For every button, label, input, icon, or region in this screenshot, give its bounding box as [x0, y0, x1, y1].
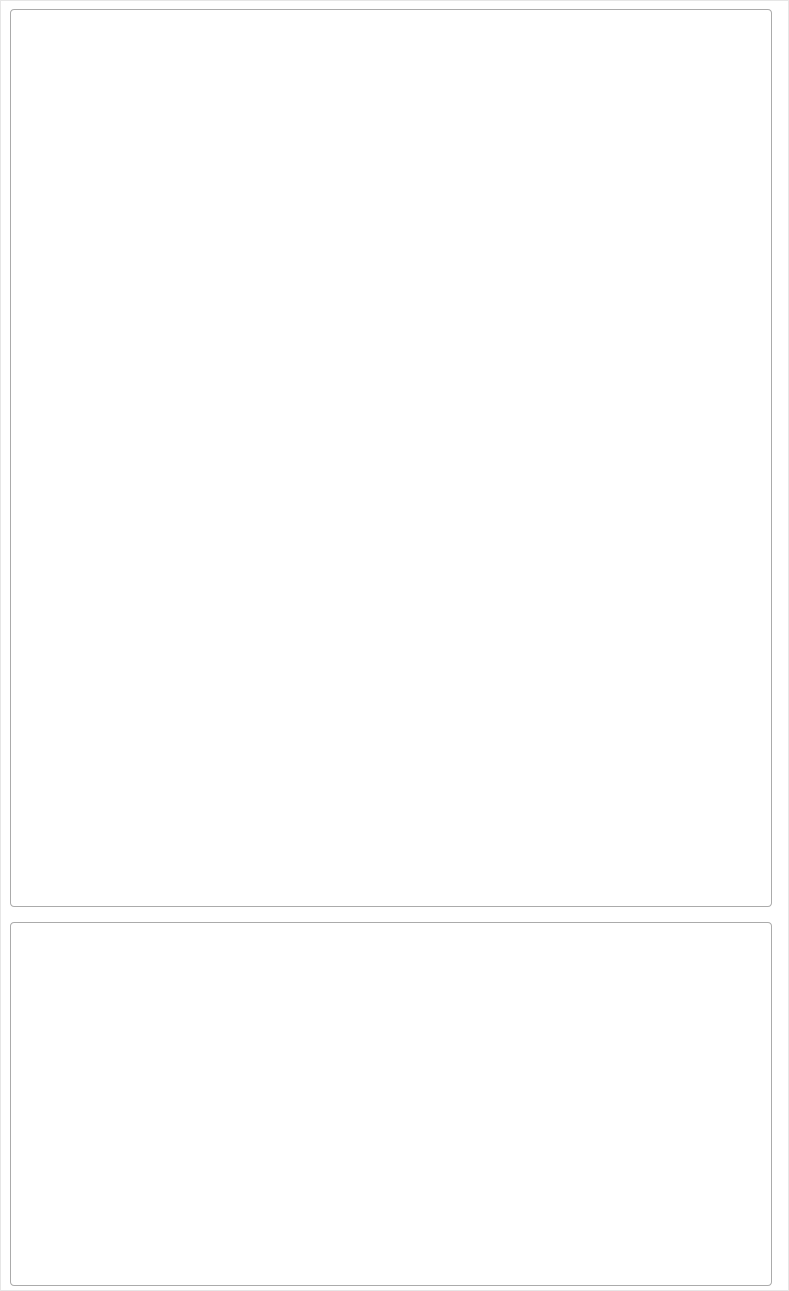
panel-b [10, 922, 772, 1286]
panel-a [10, 9, 772, 907]
